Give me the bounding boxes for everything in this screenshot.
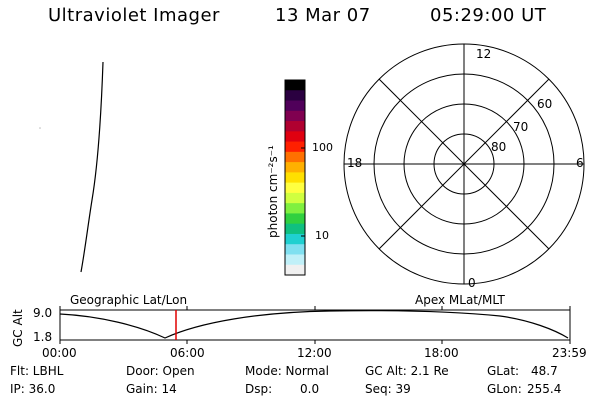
- color-bar-band: [285, 203, 305, 215]
- timeline-frame: [59, 309, 571, 341]
- timeline-xtick-1200: 12:00: [297, 346, 332, 360]
- color-bar-band: [285, 80, 305, 91]
- lat-label-70: 70: [513, 120, 529, 134]
- color-bar-band: [285, 90, 305, 102]
- seq-info: Seq: 39: [365, 382, 411, 396]
- color-bar-label-10: 10: [315, 229, 329, 242]
- timeline-xtick-0000: 00:00: [42, 346, 77, 360]
- color-bar-band: [285, 162, 305, 173]
- polar-grid: [343, 43, 585, 285]
- door-info: Door: Open: [126, 364, 195, 378]
- color-bar-frame: [284, 79, 306, 276]
- orbit-altitude-curve: [59, 310, 569, 339]
- timeline-ymax: 9.0: [33, 306, 53, 320]
- mlt-label-6: 6: [576, 156, 584, 170]
- timeline-left-caption: Geographic Lat/Lon: [70, 293, 188, 307]
- color-bar-band: [285, 182, 305, 194]
- color-bar-band: [285, 233, 305, 245]
- timeline-right-caption: Apex MLat/MLT: [415, 293, 505, 307]
- mlt-label-0: 0: [468, 276, 476, 290]
- color-bar-band: [285, 223, 305, 235]
- date-label: 13 Mar 07: [275, 5, 371, 26]
- timeline-xtick-0600: 06:00: [170, 346, 205, 360]
- color-bar: [285, 80, 305, 276]
- color-bar-band: [285, 141, 305, 153]
- color-bar-band: [285, 110, 305, 122]
- polar-diagonal-2: [378, 78, 550, 250]
- mode-info: Mode: Normal: [245, 364, 329, 378]
- color-bar-unit-label: photon cm⁻²s⁻¹: [266, 145, 280, 238]
- gain-info: Gain: 14: [126, 382, 177, 396]
- color-bar-band: [285, 100, 305, 112]
- timeline-ymin: 1.8: [33, 330, 53, 344]
- color-bar-band: [285, 131, 305, 143]
- lat-label-80: 80: [491, 140, 507, 154]
- color-bar-band: [285, 264, 305, 276]
- glon-value: 255.4: [527, 382, 562, 396]
- timeline-xtick-2359: 23:59: [552, 346, 587, 360]
- color-bar-band: [285, 244, 305, 256]
- map-speck: [39, 127, 41, 129]
- instrument-title: Ultraviolet Imager: [48, 5, 220, 26]
- mlt-label-18: 18: [347, 156, 363, 170]
- color-bar-band: [285, 172, 305, 184]
- color-bar-band: [285, 213, 305, 225]
- glat-label: GLat:: [487, 364, 520, 378]
- map-edge-curve: [80, 61, 104, 273]
- color-bar-band: [285, 192, 305, 204]
- dsp-label: Dsp:: [245, 382, 273, 396]
- gc-alt-info: GC Alt: 2.1 Re: [365, 364, 449, 378]
- color-bar-label-100: 100: [312, 141, 333, 154]
- lat-label-60: 60: [537, 97, 553, 111]
- ip-info: IP: 36.0: [10, 382, 56, 396]
- dsp-value: 0.0: [300, 382, 320, 396]
- timeline-xtick-1800: 18:00: [424, 346, 459, 360]
- color-bar-band: [285, 254, 305, 266]
- color-bar-band: [285, 121, 305, 132]
- timeline-ylabel: GC Alt: [11, 309, 25, 347]
- filter-info: Flt: LBHL: [10, 364, 64, 378]
- color-bar-band: [285, 151, 305, 163]
- time-label: 05:29:00 UT: [430, 5, 547, 26]
- glat-value: 48.7: [531, 364, 558, 378]
- mlt-label-12: 12: [476, 47, 492, 61]
- glon-label: GLon:: [487, 382, 522, 396]
